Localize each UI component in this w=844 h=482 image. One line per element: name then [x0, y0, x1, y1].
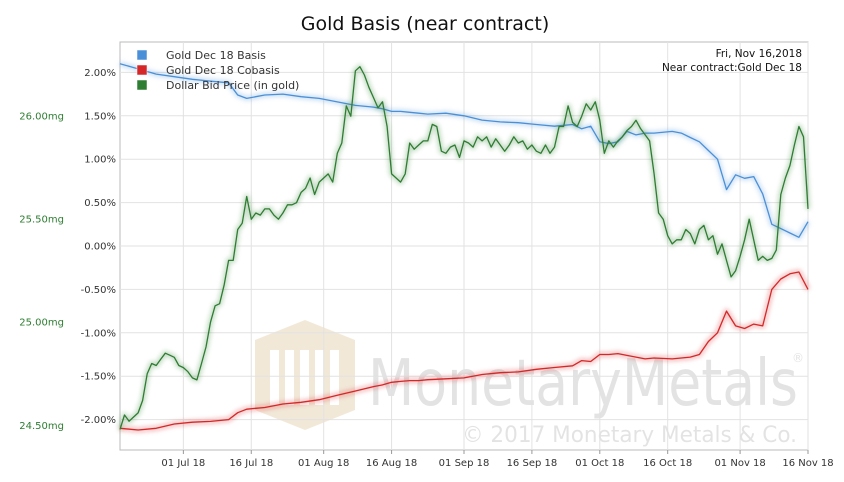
y-right-tick-label: 0.00%: [84, 242, 116, 253]
chart-legend: Gold Dec 18 Basis Gold Dec 18 Cobasis Doll…: [136, 49, 299, 92]
y-left-tick-label: 24.50mg: [19, 421, 64, 432]
y-right-tick-label: -1.00%: [81, 328, 116, 339]
y-right-tick-label: 2.00%: [84, 68, 116, 79]
y-right-tick-label: 1.00%: [84, 155, 116, 166]
legend-item: Gold Dec 18 Cobasis: [136, 64, 280, 77]
watermark-brand: MonetaryMetals: [368, 347, 798, 421]
legend-item: Gold Dec 18 Basis: [136, 49, 266, 62]
x-tick-label: 16 Aug 18: [366, 458, 417, 469]
legend-swatch: [136, 64, 148, 76]
x-tick-label: 16 Oct 18: [643, 458, 692, 469]
axis-ticks: 2.00% 1.50% 1.00% 0.50% 0.00% -0.50% -1.00% -1.…: [19, 68, 833, 469]
y-right-tick-label: -0.50%: [81, 285, 116, 296]
y-right-tick-label: -2.00%: [81, 415, 116, 426]
x-tick-label: 16 Nov 18: [782, 458, 833, 469]
series-line: [119, 271, 809, 431]
y-left-tick-label: 25.00mg: [19, 318, 64, 329]
legend-label: Dollar Bid Price (in gold): [166, 79, 299, 92]
x-tick-label: 01 Nov 18: [714, 458, 765, 469]
contract-annotation: Near contract:Gold Dec 18: [662, 62, 802, 74]
series-2: [119, 269, 811, 433]
y-left-tick-label: 25.50mg: [19, 215, 64, 226]
series-line: [119, 66, 809, 430]
legend-swatch: [136, 49, 148, 61]
date-annotation: Fri, Nov 16,2018: [716, 48, 802, 60]
series-1: [119, 61, 811, 240]
x-tick-label: 01 Aug 18: [298, 458, 349, 469]
y-right-tick-label: 1.50%: [84, 111, 116, 122]
chart-title: Gold Basis (near contract): [301, 13, 549, 35]
watermark-registered: ®: [792, 351, 804, 365]
legend-label: Gold Dec 18 Cobasis: [166, 64, 280, 77]
x-tick-label: 16 Sep 18: [507, 458, 558, 469]
series-3: [117, 64, 811, 431]
y-right-tick-label: 0.50%: [84, 198, 116, 209]
x-tick-label: 01 Sep 18: [439, 458, 490, 469]
y-right-tick-label: -1.50%: [81, 372, 116, 383]
watermark-logo: [255, 320, 355, 430]
legend-item: Dollar Bid Price (in gold): [136, 79, 299, 92]
legend-label: Gold Dec 18 Basis: [166, 49, 266, 62]
x-tick-label: 16 Jul 18: [229, 458, 273, 469]
legend-swatch: [136, 79, 148, 91]
watermark-copyright: © 2017 Monetary Metals & Co.: [462, 423, 797, 448]
x-tick-label: 01 Jul 18: [161, 458, 205, 469]
x-tick-label: 01 Oct 18: [575, 458, 624, 469]
series-line: [119, 63, 809, 238]
y-left-tick-label: 26.00mg: [19, 112, 64, 123]
series-lines: [117, 61, 811, 433]
